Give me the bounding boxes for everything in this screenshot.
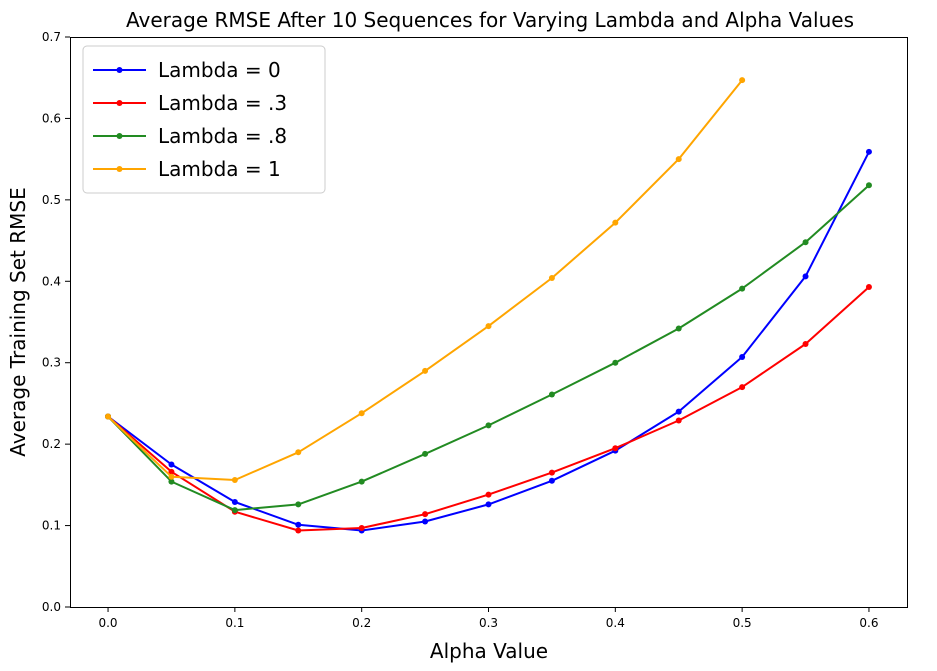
data-point xyxy=(612,219,619,226)
data-point xyxy=(168,468,175,475)
data-point xyxy=(358,410,365,417)
data-point xyxy=(358,478,365,485)
data-point xyxy=(422,518,429,525)
y-tick-label: 0.4 xyxy=(42,274,61,288)
legend-marker xyxy=(116,67,123,73)
data-point xyxy=(675,156,682,163)
y-tick-label: 0.0 xyxy=(42,600,61,614)
data-point xyxy=(612,359,619,366)
data-point xyxy=(865,182,872,189)
x-tick-label: 0.1 xyxy=(225,616,244,630)
legend-box xyxy=(82,45,326,194)
data-point xyxy=(739,77,746,84)
series-lambda-1 xyxy=(105,77,746,483)
data-point xyxy=(548,477,555,484)
x-tick-label: 0.2 xyxy=(352,616,371,630)
series-line xyxy=(107,184,870,512)
x-tick-label: 0.0 xyxy=(98,616,117,630)
y-axis: 0.0 0.1 0.2 0.3 0.4 0.5 0.6 0.7 xyxy=(42,30,70,614)
legend-marker xyxy=(116,133,123,139)
data-point xyxy=(548,391,555,398)
data-point xyxy=(168,478,175,485)
legend-label: Lambda = .3 xyxy=(158,91,287,115)
x-axis: 0.0 0.1 0.2 0.3 0.4 0.5 0.6 xyxy=(98,607,879,630)
data-point xyxy=(675,417,682,424)
data-point xyxy=(168,461,175,468)
legend-label: Lambda = 0 xyxy=(158,58,281,82)
data-point xyxy=(295,527,302,534)
data-point xyxy=(485,491,492,498)
data-point xyxy=(548,275,555,282)
data-point xyxy=(802,340,809,347)
data-point xyxy=(295,501,302,508)
legend: Lambda = 0 Lambda = .3 Lambda = .8 Lambda =… xyxy=(82,45,326,194)
y-tick-label: 0.5 xyxy=(42,193,61,207)
data-point xyxy=(231,476,238,483)
legend-label: Lambda = 1 xyxy=(158,157,281,181)
y-tick-label: 0.6 xyxy=(42,111,61,125)
data-point xyxy=(485,501,492,508)
series-lambda-8 xyxy=(105,182,872,514)
data-point xyxy=(739,354,746,361)
legend-marker xyxy=(116,100,123,106)
data-point xyxy=(675,408,682,415)
data-point xyxy=(422,367,429,374)
data-point xyxy=(105,413,112,420)
data-point xyxy=(802,239,809,246)
x-tick-label: 0.6 xyxy=(859,616,878,630)
series-lambda-0 xyxy=(105,148,872,534)
data-point xyxy=(802,273,809,280)
series-line xyxy=(107,151,870,532)
data-point xyxy=(739,285,746,292)
data-point xyxy=(295,521,302,528)
x-tick-label: 0.3 xyxy=(479,616,498,630)
data-point xyxy=(295,449,302,456)
y-tick-label: 0.1 xyxy=(42,519,61,533)
data-point xyxy=(485,422,492,429)
data-point xyxy=(739,384,746,391)
x-tick-label: 0.5 xyxy=(733,616,752,630)
legend-label: Lambda = .8 xyxy=(158,124,287,148)
chart-title: Average RMSE After 10 Sequences for Vary… xyxy=(126,8,854,32)
y-tick-label: 0.2 xyxy=(42,437,61,451)
data-point xyxy=(168,473,175,480)
series-layer xyxy=(105,77,872,534)
data-point xyxy=(422,511,429,518)
series-lambda-3 xyxy=(105,283,872,534)
data-point xyxy=(612,445,619,452)
data-point xyxy=(358,525,365,532)
data-point xyxy=(865,148,872,155)
x-axis-title: Alpha Value xyxy=(430,639,548,663)
data-point xyxy=(548,469,555,476)
data-point xyxy=(865,283,872,290)
data-point xyxy=(231,507,238,514)
data-point xyxy=(675,325,682,332)
y-tick-label: 0.3 xyxy=(42,356,61,370)
legend-marker xyxy=(116,166,123,172)
x-tick-label: 0.4 xyxy=(606,616,625,630)
y-axis-title: Average Training Set RMSE xyxy=(6,187,30,456)
data-point xyxy=(422,450,429,457)
data-point xyxy=(485,323,492,330)
y-tick-label: 0.7 xyxy=(42,30,61,44)
data-point xyxy=(231,498,238,505)
